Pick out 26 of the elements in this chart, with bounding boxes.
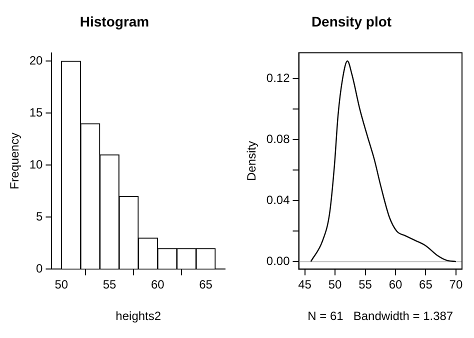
y-tick-label: 0.08: [266, 132, 290, 146]
x-tick-label: 50: [328, 278, 342, 292]
x-tick-label: 55: [358, 278, 372, 292]
y-tick-label: 20: [29, 53, 44, 68]
x-tick-label: 45: [298, 278, 312, 292]
x-tick-label: 55: [102, 278, 116, 292]
y-tick-label: 0.00: [266, 254, 290, 268]
y-tick-label: 0.04: [266, 192, 290, 207]
x-tick-label: 60: [388, 278, 402, 292]
y-tick-label: 10: [29, 157, 44, 172]
x-tick-label: 60: [150, 278, 165, 292]
y-tick-label: 0: [36, 262, 44, 276]
x-tick-label: 65: [199, 278, 213, 292]
x-tick-label: 65: [419, 278, 433, 292]
chart-title: Histogram: [80, 13, 150, 30]
x-tick-label: 50: [54, 278, 68, 292]
line-series: [310, 60, 457, 262]
x-tick-label: 70: [449, 278, 463, 292]
x-axis-title: heights2: [116, 309, 162, 324]
y-axis-title: Frequency: [8, 132, 22, 190]
x-axis-title: N = 61 Bandwidth = 1.387: [308, 309, 454, 324]
chart-title: Density plot: [311, 13, 392, 30]
y-tick-label: 0.12: [266, 71, 290, 86]
y-axis-title: Density: [244, 140, 259, 182]
y-tick-label: 15: [29, 105, 44, 120]
y-tick-label: 5: [36, 209, 44, 224]
